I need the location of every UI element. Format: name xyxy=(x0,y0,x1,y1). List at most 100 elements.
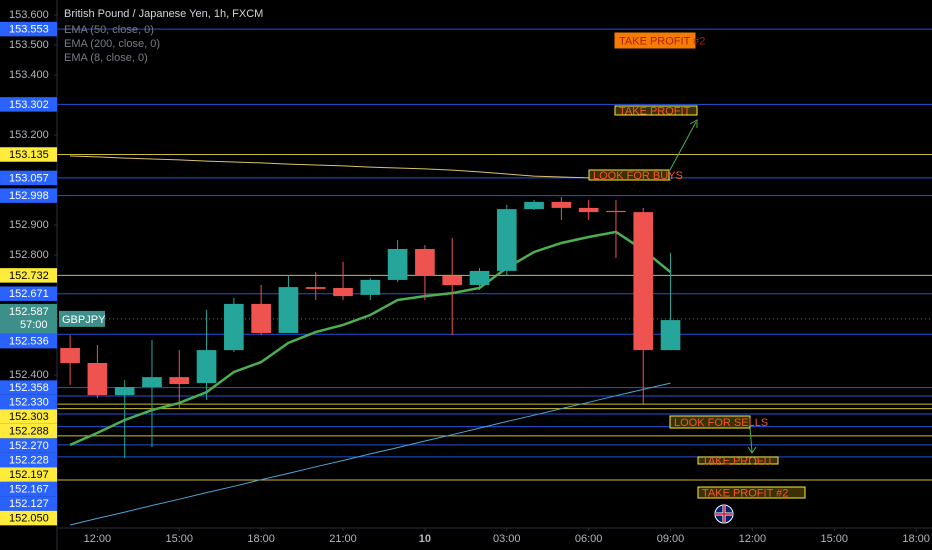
price-level-label xyxy=(0,452,57,468)
annotation-text: TAKE PROFIT #2 xyxy=(702,487,788,499)
candle-body xyxy=(496,209,517,271)
price-level-text: 152.197 xyxy=(9,469,49,481)
price-level-label xyxy=(0,409,57,424)
x-tick-label: 12:00 xyxy=(84,533,112,545)
x-tick-label: 10 xyxy=(419,533,431,545)
price-level-label xyxy=(0,510,57,526)
price-level-label xyxy=(0,333,57,349)
candle-body xyxy=(196,350,217,384)
candle-body xyxy=(633,212,654,351)
price-level-label xyxy=(0,188,57,203)
x-tick-label: 06:00 xyxy=(575,533,603,545)
x-tick-label: 18:00 xyxy=(902,533,930,545)
price-level-text: 153.553 xyxy=(9,24,49,36)
annotation-box xyxy=(669,415,751,429)
flag-icon xyxy=(714,504,734,524)
annotation-box xyxy=(697,456,779,465)
price-level-text: 152.050 xyxy=(9,513,49,525)
price-level-label xyxy=(0,496,57,511)
annotation-text: LOOK FOR BUYS xyxy=(593,170,683,182)
x-tick-label: 15:00 xyxy=(821,533,849,545)
price-level-label xyxy=(0,170,57,186)
price-level-label xyxy=(0,97,57,112)
price-level-label xyxy=(0,21,57,37)
candle-body xyxy=(660,320,681,351)
candle-body xyxy=(469,270,490,285)
price-level-label xyxy=(0,286,57,301)
y-tick-label: 152.800 xyxy=(9,249,49,261)
price-level-label xyxy=(0,268,57,283)
annotation-text: LOOK FOR SELLS xyxy=(674,417,768,429)
price-level-text: 152.127 xyxy=(9,498,49,510)
x-tick-label: 15:00 xyxy=(166,533,194,545)
candle-body xyxy=(278,287,299,333)
annotation-box xyxy=(614,32,696,49)
price-level-label xyxy=(0,481,57,497)
price-level-text: 152.288 xyxy=(9,426,49,438)
candle-body xyxy=(387,249,408,280)
last-price-text: 152.587 xyxy=(9,306,49,318)
y-tick-label: 152.900 xyxy=(9,219,49,231)
symbol-text: GBPJPY xyxy=(62,314,106,326)
candle-body xyxy=(524,201,544,210)
price-level-text: 152.536 xyxy=(9,336,49,348)
price-level-text: 153.135 xyxy=(9,149,49,161)
indicator-name: EMA (50, close, 0) xyxy=(64,24,154,36)
x-tick-label: 21:00 xyxy=(329,533,357,545)
indicator-line xyxy=(70,155,671,181)
price-level-label xyxy=(0,394,57,410)
candle-body xyxy=(606,210,626,213)
arrow xyxy=(669,119,698,171)
price-level-text: 153.302 xyxy=(9,99,49,111)
symbol-tag xyxy=(59,310,105,327)
annotation-text: TAKE PROFIT xyxy=(702,455,774,467)
price-level-text: 152.358 xyxy=(9,382,49,394)
price-level-text: 152.270 xyxy=(9,440,49,452)
annotation-text: TAKE PROFIT #2 xyxy=(619,35,705,47)
candle-body xyxy=(60,348,80,363)
indicator-line xyxy=(69,230,672,447)
price-level-label xyxy=(0,380,57,395)
candle-body xyxy=(578,207,599,213)
candle-body xyxy=(360,279,381,295)
price-level-text: 152.998 xyxy=(9,190,49,202)
indicator-line xyxy=(69,382,671,526)
x-tick-label: 09:00 xyxy=(657,533,685,545)
price-level-text: 152.732 xyxy=(9,270,49,282)
candle-body xyxy=(169,377,190,384)
candle-body xyxy=(251,303,271,333)
price-level-text: 153.057 xyxy=(9,172,49,184)
indicator-name: EMA (8, close, 0) xyxy=(64,52,148,64)
indicator-name: EMA (200, close, 0) xyxy=(64,38,160,50)
price-level-label xyxy=(0,147,57,162)
annotation-text: TAKE PROFIT xyxy=(619,105,691,117)
annotation-box xyxy=(614,105,698,116)
price-level-text: 152.671 xyxy=(9,288,49,300)
candle-body xyxy=(87,363,108,396)
candle-body xyxy=(333,288,353,297)
y-tick-label: 153.200 xyxy=(9,129,49,141)
x-tick-label: 03:00 xyxy=(493,533,521,545)
last-price-label xyxy=(0,303,57,334)
price-level-label xyxy=(0,438,57,453)
chart-title: British Pound / Japanese Yen, 1h, FXCM xyxy=(64,8,263,20)
y-tick-label: 153.400 xyxy=(9,69,49,81)
price-level-text: 152.228 xyxy=(9,455,49,467)
y-tick-label: 152.400 xyxy=(9,369,49,381)
x-tick-label: 12:00 xyxy=(739,533,767,545)
price-level-label xyxy=(0,423,57,439)
price-level-text: 152.303 xyxy=(9,411,49,423)
x-tick-label: 18:00 xyxy=(247,533,275,545)
y-tick-label: 153.500 xyxy=(9,39,49,51)
price-level-text: 152.167 xyxy=(9,484,49,496)
annotation-box xyxy=(697,486,806,499)
candle-body xyxy=(224,303,244,351)
candle-body xyxy=(305,287,326,289)
annotation-box xyxy=(588,169,670,181)
price-level-label xyxy=(0,467,57,482)
y-tick-label: 153.600 xyxy=(9,9,49,21)
candle-body xyxy=(442,276,463,285)
arrow xyxy=(747,427,757,454)
price-level-text: 152.330 xyxy=(9,397,49,409)
